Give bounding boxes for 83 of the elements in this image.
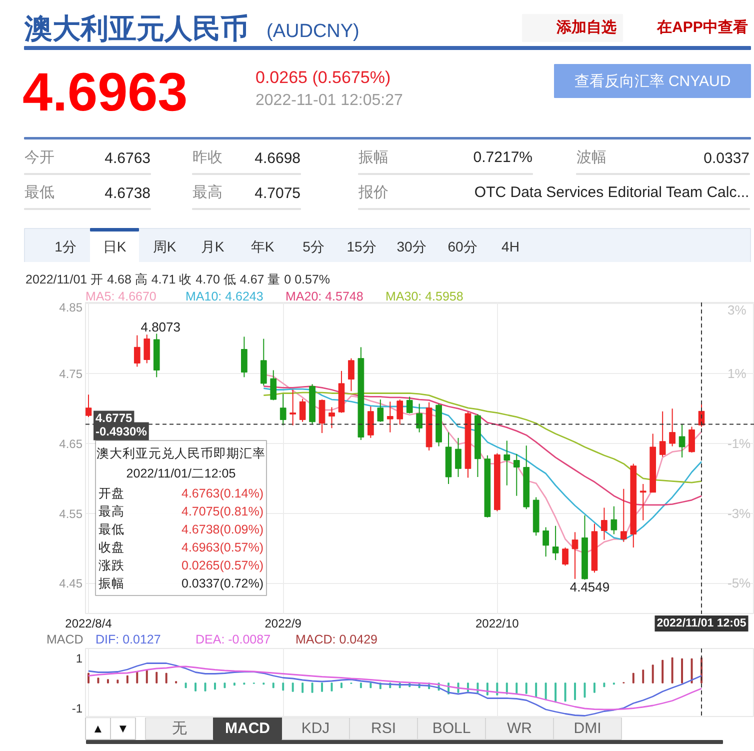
text: DMI — [574, 720, 602, 737]
text: KDJ — [301, 720, 330, 737]
text: 30分 — [396, 238, 426, 254]
annotation: 4.7075(0.81%) — [182, 504, 264, 518]
text: 查看反向汇率 CNYAUD — [574, 73, 731, 90]
text: MA30: 4.5958 — [386, 290, 464, 304]
chart-title: MACD — [46, 632, 84, 646]
annotation: 4.4549 — [570, 580, 610, 595]
text: 4.6963 — [22, 62, 188, 122]
text: MA10: 4.6243 — [186, 290, 264, 304]
annotation: 涨跌 — [98, 558, 124, 572]
annotation: 4.8073 — [140, 320, 180, 335]
annotation: 0.0265(0.57%) — [182, 558, 264, 572]
text: 振幅 — [358, 149, 388, 166]
annotation: 振幅 — [98, 576, 124, 590]
text: 4.7075 — [254, 185, 301, 202]
y-tick-label: 4.65 — [59, 436, 83, 451]
x-tick-label: 2022/9 — [264, 616, 302, 630]
text: 年K — [250, 238, 275, 254]
x-tick-label: 2022/10 — [475, 616, 520, 630]
series-label: DEA: -0.0087 — [196, 632, 271, 646]
text: 0.0337 — [704, 150, 750, 167]
text: 0.0265 (0.5675%) — [256, 68, 391, 87]
text: BOLL — [432, 720, 471, 737]
text: 报价 — [358, 184, 388, 201]
text: 无 — [172, 720, 187, 737]
y2-tick-label: 3% — [728, 302, 747, 318]
ref-line-label: 4.6775 -0.4930% — [96, 410, 148, 438]
annotation: 0.0337(0.72%) — [182, 576, 264, 590]
y2-tick-label: 1% — [728, 366, 747, 382]
annotation: 4.6963(0.57%) — [182, 540, 264, 554]
text: 2022-11-01 12:05:27 — [256, 92, 403, 109]
x-tick-label: 2022/8/4 — [65, 616, 112, 630]
text: 添加自选 — [556, 19, 616, 36]
x-tick-label: 2022/11/01 12:05 — [656, 618, 747, 630]
text: 5分 — [302, 238, 324, 254]
text: 今开 — [24, 149, 54, 166]
text: RSI — [371, 720, 396, 737]
text: (AUDCNY) — [266, 21, 360, 42]
y-tick-label: 4.45 — [59, 576, 83, 591]
text: 昨收 — [192, 149, 222, 166]
annotation: 最低 — [98, 522, 124, 536]
text: 15分 — [346, 238, 376, 254]
y-tick-label: 4.55 — [59, 506, 83, 521]
y-tick-label: 4.75 — [59, 367, 83, 382]
text: 日K — [102, 238, 127, 254]
text: 1分 — [54, 238, 76, 254]
text: 4H — [502, 238, 520, 254]
chart-title: 2022/11/01 开 4.68 高 4.71 收 4.70 低 4.67 量 0 0.57% — [26, 272, 330, 286]
text: MACD: 0.0429 — [296, 632, 378, 646]
series-label: DIF: 0.0127 — [96, 632, 161, 646]
annotation: 开盘 — [98, 486, 124, 500]
text: ▲ — [92, 722, 104, 736]
text: ▼ — [117, 722, 129, 736]
text: OTC Data Services Editorial Team Calc... — [474, 184, 750, 201]
text: 4.6763 — [104, 150, 151, 167]
annotation: 2022/11/01/二12:05 — [126, 466, 236, 480]
text: 月K — [200, 238, 225, 254]
text: MA20: 4.5748 — [286, 290, 364, 304]
text: 最高 — [192, 184, 222, 201]
annotation: 收盘 — [98, 540, 124, 554]
annotation: 4.6738(0.09%) — [182, 522, 264, 536]
text: 波幅 — [576, 149, 606, 166]
text: 在APP中查看 — [656, 19, 748, 36]
text: 60分 — [448, 238, 478, 254]
text: WR — [507, 720, 532, 737]
text: 周K — [152, 238, 177, 254]
text: 0.7217% — [473, 149, 532, 166]
text: 4.6698 — [254, 150, 301, 167]
text: 4.6738 — [104, 185, 151, 202]
y-tick-label: 4.85 — [59, 300, 83, 314]
y-tick-label: -1 — [72, 702, 83, 716]
text: 澳大利亚元人民币 — [24, 13, 248, 44]
text: 最低 — [24, 184, 54, 201]
y2-tick-label: -3% — [728, 506, 752, 521]
annotation: 最高 — [98, 504, 124, 518]
text: MACD — [225, 720, 270, 737]
y2-tick-label: -1% — [728, 436, 752, 451]
text: MA5: 4.6670 — [86, 290, 156, 304]
annotation: 4.6763(0.14%) — [182, 486, 264, 500]
y-tick-label: 1 — [76, 652, 83, 666]
y2-tick-label: -5% — [728, 576, 752, 591]
annotation: 澳大利亚元兑人民币即期汇率 — [96, 446, 266, 460]
